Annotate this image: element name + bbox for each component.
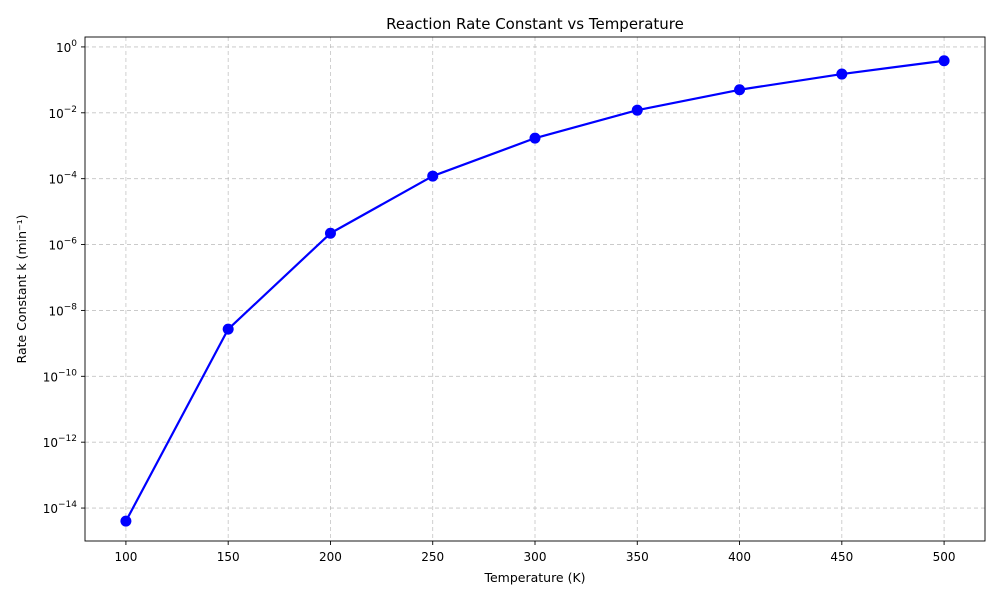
grid-lines	[85, 37, 985, 541]
y-tick-exponent: −6	[64, 237, 78, 247]
y-tick-label: 10−8	[48, 302, 77, 318]
y-tick-base: 10	[43, 370, 58, 384]
data-point	[734, 84, 746, 96]
y-tick-label: 10−14	[43, 500, 78, 516]
y-tick-exponent: −4	[64, 171, 78, 181]
x-tick-label: 250	[421, 550, 444, 564]
x-tick-label: 450	[830, 550, 853, 564]
y-tick-exponent: 0	[71, 39, 77, 49]
y-tick-label: 10−4	[48, 171, 77, 187]
y-tick-label: 10−12	[43, 434, 77, 450]
data-point	[222, 323, 234, 335]
y-tick-exponent: −12	[58, 434, 77, 444]
y-tick-label: 10−10	[43, 368, 78, 384]
y-tick-base: 10	[43, 436, 58, 450]
series-layer	[120, 55, 950, 527]
x-tick-label: 300	[524, 550, 547, 564]
y-tick-exponent: −2	[64, 105, 77, 115]
x-tick-label: 350	[626, 550, 649, 564]
y-tick-exponent: −8	[64, 302, 78, 312]
y-tick-exponent: −10	[58, 368, 77, 378]
y-tick-base: 10	[56, 41, 71, 55]
axis-ticks: 100 150 200 250 300 350 400 450 50010−1410−1210−…	[43, 39, 956, 564]
y-tick-base: 10	[48, 304, 63, 318]
x-tick-label: 400	[728, 550, 751, 564]
y-axis-label: Rate Constant k (min⁻¹)	[14, 215, 29, 364]
y-tick-label: 10−2	[48, 105, 77, 121]
data-point	[529, 132, 541, 144]
data-point	[120, 515, 132, 527]
data-point	[427, 170, 439, 182]
y-tick-base: 10	[48, 107, 63, 121]
x-tick-label: 200	[319, 550, 342, 564]
data-point	[938, 55, 950, 67]
data-point	[324, 227, 336, 239]
data-point	[836, 68, 848, 80]
y-tick-base: 10	[43, 502, 58, 516]
x-tick-label: 500	[933, 550, 956, 564]
chart-title: Reaction Rate Constant vs Temperature	[386, 15, 684, 33]
x-axis-label: Temperature (K)	[483, 570, 585, 585]
y-tick-base: 10	[48, 173, 63, 187]
x-tick-label: 150	[217, 550, 240, 564]
y-tick-exponent: −14	[58, 500, 77, 510]
y-tick-label: 10−6	[48, 237, 77, 253]
x-tick-label: 100	[114, 550, 137, 564]
y-tick-base: 10	[48, 239, 63, 253]
y-tick-label: 100	[56, 39, 77, 55]
data-point	[631, 104, 643, 116]
plot-frame	[84, 36, 986, 542]
